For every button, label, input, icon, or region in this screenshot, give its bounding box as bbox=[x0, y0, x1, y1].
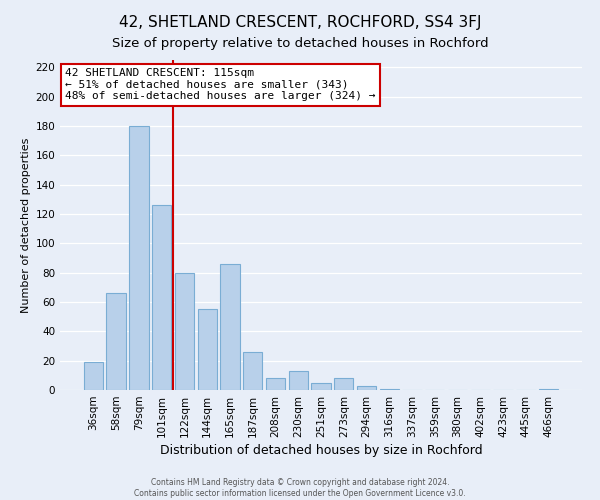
Bar bbox=[220, 264, 239, 390]
Text: Contains HM Land Registry data © Crown copyright and database right 2024.
Contai: Contains HM Land Registry data © Crown c… bbox=[134, 478, 466, 498]
Bar bbox=[357, 386, 376, 390]
Bar bbox=[289, 371, 308, 390]
Bar bbox=[243, 352, 262, 390]
Bar bbox=[539, 388, 558, 390]
Bar bbox=[152, 205, 172, 390]
Bar bbox=[380, 388, 399, 390]
X-axis label: Distribution of detached houses by size in Rochford: Distribution of detached houses by size … bbox=[160, 444, 482, 457]
Bar bbox=[129, 126, 149, 390]
Bar bbox=[84, 362, 103, 390]
Text: 42 SHETLAND CRESCENT: 115sqm
← 51% of detached houses are smaller (343)
48% of s: 42 SHETLAND CRESCENT: 115sqm ← 51% of de… bbox=[65, 68, 376, 102]
Y-axis label: Number of detached properties: Number of detached properties bbox=[21, 138, 31, 312]
Text: Size of property relative to detached houses in Rochford: Size of property relative to detached ho… bbox=[112, 38, 488, 51]
Bar bbox=[106, 293, 126, 390]
Bar bbox=[175, 272, 194, 390]
Bar bbox=[197, 310, 217, 390]
Bar bbox=[334, 378, 353, 390]
Bar bbox=[266, 378, 285, 390]
Text: 42, SHETLAND CRESCENT, ROCHFORD, SS4 3FJ: 42, SHETLAND CRESCENT, ROCHFORD, SS4 3FJ bbox=[119, 15, 481, 30]
Bar bbox=[311, 382, 331, 390]
